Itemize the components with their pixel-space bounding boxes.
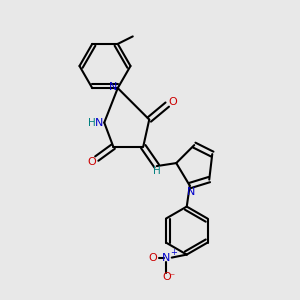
Text: O: O (149, 253, 158, 262)
Text: O: O (162, 272, 171, 282)
Text: N: N (187, 187, 195, 196)
Text: H: H (153, 167, 160, 176)
Text: O: O (168, 97, 177, 106)
Text: O: O (87, 157, 96, 166)
Text: +: + (170, 248, 177, 257)
Text: ⁻: ⁻ (169, 272, 174, 282)
Text: N: N (94, 118, 103, 128)
Text: N: N (109, 82, 117, 92)
Text: H: H (88, 118, 96, 128)
Text: N: N (162, 253, 170, 262)
